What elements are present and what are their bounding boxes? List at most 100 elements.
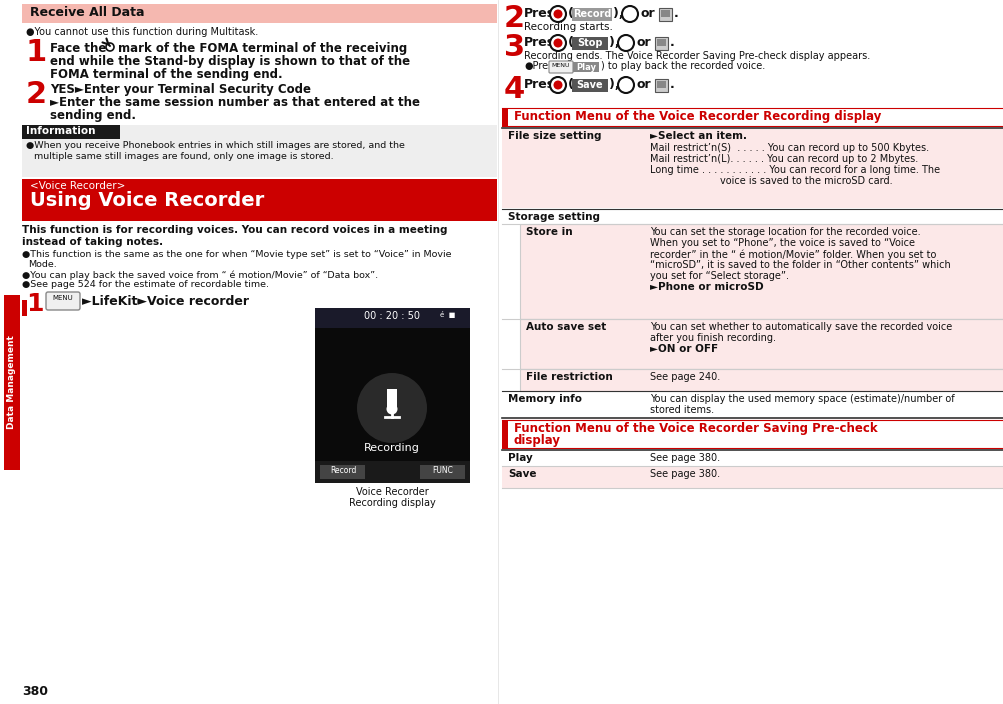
Bar bbox=[22, 300, 27, 316]
Text: (: ( bbox=[568, 36, 574, 49]
Text: Record: Record bbox=[573, 9, 611, 19]
Text: Play: Play bbox=[576, 63, 596, 72]
Text: after you finish recording.: after you finish recording. bbox=[649, 333, 775, 343]
Bar bbox=[22, 125, 120, 139]
Bar bbox=[654, 79, 667, 92]
Text: 3: 3 bbox=[504, 33, 525, 62]
Text: ►LifeKit►Voice recorder: ►LifeKit►Voice recorder bbox=[82, 295, 249, 308]
Text: Mode.: Mode. bbox=[28, 260, 57, 269]
FancyBboxPatch shape bbox=[46, 292, 80, 310]
Bar bbox=[502, 420, 508, 448]
Bar bbox=[656, 81, 665, 88]
Circle shape bbox=[618, 35, 633, 51]
Bar bbox=[22, 179, 496, 221]
Text: you set for “Select storage”.: you set for “Select storage”. bbox=[649, 271, 788, 281]
Text: Receive All Data: Receive All Data bbox=[30, 6, 144, 19]
Text: 2: 2 bbox=[504, 4, 525, 33]
Circle shape bbox=[553, 9, 562, 18]
Circle shape bbox=[553, 80, 562, 89]
Text: .: . bbox=[669, 78, 674, 91]
Text: When you set to “Phone”, the voice is saved to “Voice: When you set to “Phone”, the voice is sa… bbox=[649, 238, 914, 248]
Text: or: or bbox=[636, 36, 651, 49]
Text: Long time . . . . . . . . . . . You can record for a long time. The: Long time . . . . . . . . . . . You can … bbox=[649, 165, 939, 175]
Circle shape bbox=[618, 77, 633, 93]
Text: 2: 2 bbox=[26, 80, 47, 109]
Text: Record: Record bbox=[329, 466, 356, 475]
Bar bbox=[520, 369, 1003, 391]
Circle shape bbox=[357, 373, 426, 443]
Text: Press: Press bbox=[524, 7, 562, 20]
Text: Save: Save bbox=[508, 469, 536, 479]
Bar bbox=[22, 4, 496, 23]
Bar bbox=[22, 125, 496, 177]
Bar bbox=[520, 224, 1003, 319]
Text: 4: 4 bbox=[504, 75, 525, 104]
Bar bbox=[658, 8, 671, 21]
Text: ►Select an item.: ►Select an item. bbox=[649, 131, 746, 141]
Text: Mail restrict’n(L). . . . . . You can record up to 2 Mbytes.: Mail restrict’n(L). . . . . . You can re… bbox=[649, 154, 918, 164]
Text: Face the: Face the bbox=[50, 42, 106, 55]
Text: ●You cannot use this function during Multitask.: ●You cannot use this function during Mul… bbox=[26, 27, 258, 37]
Text: display: display bbox=[514, 434, 561, 447]
Text: Function Menu of the Voice Recorder Saving Pre-check: Function Menu of the Voice Recorder Savi… bbox=[514, 422, 877, 435]
Circle shape bbox=[622, 6, 637, 22]
Text: stored items.: stored items. bbox=[649, 405, 713, 415]
Text: File size setting: File size setting bbox=[508, 131, 601, 141]
Bar bbox=[502, 128, 1003, 208]
Bar bbox=[386, 389, 396, 409]
Text: Recording display: Recording display bbox=[348, 498, 435, 508]
Text: YES►Enter your Terminal Security Code: YES►Enter your Terminal Security Code bbox=[50, 83, 311, 96]
Text: MENU: MENU bbox=[52, 295, 73, 301]
Bar bbox=[502, 108, 508, 126]
Text: é  ■: é ■ bbox=[439, 311, 455, 318]
Bar bbox=[573, 62, 599, 72]
Text: MENU: MENU bbox=[552, 63, 570, 68]
Bar bbox=[520, 369, 1003, 391]
Text: Mail restrict’n(S)  . . . . . You can record up to 500 Kbytes.: Mail restrict’n(S) . . . . . You can rec… bbox=[649, 143, 928, 153]
Text: Storage setting: Storage setting bbox=[508, 212, 600, 222]
Text: ),: ), bbox=[609, 36, 624, 49]
Text: Play: Play bbox=[508, 453, 533, 463]
Text: FUNC: FUNC bbox=[432, 466, 453, 475]
Text: FOMA terminal of the sending end.: FOMA terminal of the sending end. bbox=[50, 68, 282, 81]
Text: multiple same still images are found, only one image is stored.: multiple same still images are found, on… bbox=[34, 152, 333, 161]
Bar bbox=[520, 319, 1003, 369]
Text: See page 380.: See page 380. bbox=[649, 453, 719, 463]
Text: instead of taking notes.: instead of taking notes. bbox=[22, 237, 162, 247]
FancyBboxPatch shape bbox=[549, 61, 573, 73]
Circle shape bbox=[550, 77, 566, 93]
Bar bbox=[572, 8, 612, 21]
Text: You can set the storage location for the recorded voice.: You can set the storage location for the… bbox=[649, 227, 920, 237]
Text: Store in: Store in bbox=[526, 227, 572, 237]
Text: ►ON or OFF: ►ON or OFF bbox=[649, 344, 717, 354]
Text: 00 : 20 : 50: 00 : 20 : 50 bbox=[364, 311, 419, 321]
Text: (: ( bbox=[568, 7, 574, 20]
Text: Auto save set: Auto save set bbox=[526, 322, 606, 332]
Circle shape bbox=[550, 6, 566, 22]
Text: File restriction: File restriction bbox=[526, 372, 612, 382]
Text: This function is for recording voices. You can record voices in a meeting: This function is for recording voices. Y… bbox=[22, 225, 447, 235]
Text: Voice Recorder: Voice Recorder bbox=[355, 487, 428, 497]
Text: ) to play back the recorded voice.: ) to play back the recorded voice. bbox=[601, 61, 764, 71]
Text: Data Management: Data Management bbox=[7, 335, 16, 429]
Bar bbox=[315, 461, 469, 483]
Text: ●Press: ●Press bbox=[524, 61, 558, 71]
Bar bbox=[660, 10, 669, 17]
Text: mark of the FOMA terminal of the receiving: mark of the FOMA terminal of the receivi… bbox=[118, 42, 407, 55]
Text: ●When you receive Phonebook entries in which still images are stored, and the: ●When you receive Phonebook entries in w… bbox=[26, 141, 404, 150]
Text: .: . bbox=[669, 36, 674, 49]
Text: “microSD”, it is saved to the folder in “Other contents” which: “microSD”, it is saved to the folder in … bbox=[649, 260, 950, 270]
Circle shape bbox=[553, 39, 562, 47]
Text: 1: 1 bbox=[26, 292, 43, 316]
Text: 380: 380 bbox=[22, 685, 48, 698]
Circle shape bbox=[386, 403, 397, 415]
Text: You can set whether to automatically save the recorded voice: You can set whether to automatically sav… bbox=[649, 322, 951, 332]
Text: Recording starts.: Recording starts. bbox=[524, 22, 612, 32]
Text: recorder” in the “ é motion/Movie” folder. When you set to: recorder” in the “ é motion/Movie” folde… bbox=[649, 249, 936, 260]
Text: voice is saved to the microSD card.: voice is saved to the microSD card. bbox=[719, 176, 892, 186]
Text: Using Voice Recorder: Using Voice Recorder bbox=[30, 191, 264, 210]
Bar bbox=[419, 465, 464, 479]
Bar bbox=[572, 79, 608, 92]
Text: or: or bbox=[640, 7, 655, 20]
Circle shape bbox=[550, 35, 566, 51]
